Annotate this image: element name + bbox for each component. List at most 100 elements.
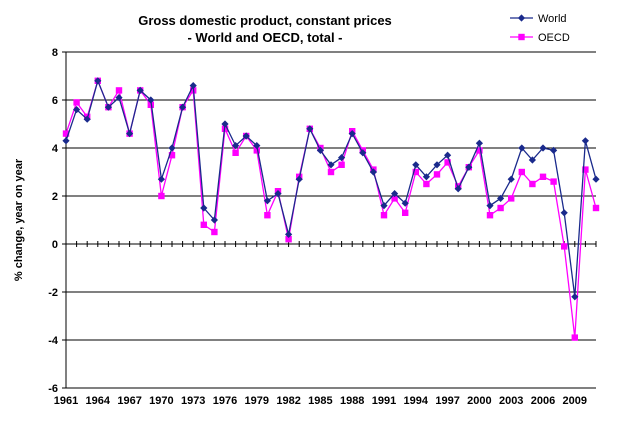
legend-entry-world: World (510, 13, 567, 25)
data-point-world (422, 173, 430, 181)
series-group (62, 77, 600, 341)
data-point-world (62, 137, 70, 145)
data-point-oecd (571, 334, 578, 341)
data-point-oecd (158, 192, 165, 200)
data-point-oecd (327, 168, 335, 176)
x-tick-label: 1961 (54, 395, 78, 407)
data-point-world (348, 130, 356, 138)
data-point-oecd (486, 212, 494, 219)
y-tick-label: 2 (52, 191, 58, 203)
legend-swatch-marker-oecd (518, 33, 525, 41)
data-point-world (518, 144, 526, 152)
legend: World OECD (510, 13, 570, 44)
data-point-world (179, 103, 187, 111)
x-tick-label: 2003 (499, 395, 523, 407)
data-point-world (306, 125, 314, 133)
x-tick-label: 1988 (340, 395, 364, 407)
data-point-world (475, 139, 483, 147)
x-tick-label: 1997 (435, 395, 459, 407)
data-point-oecd (211, 228, 218, 236)
data-point-world (285, 230, 293, 238)
data-point-world (126, 130, 134, 138)
data-point-world (571, 293, 579, 301)
data-point-world (528, 156, 536, 164)
y-tick-label: 8 (52, 47, 58, 59)
data-point-world (200, 204, 208, 212)
y-tick-label: -4 (48, 335, 59, 347)
data-point-oecd (62, 130, 70, 137)
data-point-oecd (380, 212, 388, 219)
data-point-oecd (592, 204, 600, 212)
data-point-oecd (285, 236, 292, 243)
chart-subtitle: - World and OECD, total - (187, 30, 342, 45)
axes (62, 51, 597, 389)
x-tick-label: 1976 (213, 395, 237, 407)
data-point-world (486, 202, 494, 210)
chart-title: Gross domestic product, constant prices (138, 13, 392, 28)
data-point-world (454, 185, 462, 193)
data-point-world (210, 216, 218, 224)
data-point-world (316, 146, 324, 154)
data-point-oecd (539, 173, 547, 180)
data-point-world (380, 202, 388, 210)
data-point-oecd (264, 212, 271, 219)
data-point-oecd (518, 168, 525, 176)
data-point-world (274, 190, 282, 198)
data-point-oecd (115, 87, 123, 94)
data-point-world (465, 163, 473, 171)
data-point-world (136, 86, 144, 94)
data-point-world (391, 190, 399, 198)
data-point-world (157, 175, 165, 183)
data-point-world (168, 144, 176, 152)
data-point-world (359, 149, 367, 157)
x-tick-label: 1973 (181, 395, 205, 407)
y-tick-label: -6 (48, 383, 58, 395)
y-tick-label: 4 (52, 143, 59, 155)
data-point-oecd (402, 209, 409, 216)
data-point-world (507, 175, 515, 183)
data-point-oecd (200, 221, 207, 228)
data-point-oecd (529, 180, 536, 188)
data-point-oecd (476, 147, 483, 154)
x-tick-label: 1964 (86, 395, 111, 407)
x-tick-label: 1994 (404, 395, 429, 407)
y-tick-label: -2 (48, 287, 58, 299)
data-point-world (401, 199, 409, 207)
data-point-world (115, 94, 123, 102)
series-oecd (62, 77, 600, 341)
data-point-oecd (550, 178, 557, 185)
legend-label-world: World (538, 13, 567, 25)
data-point-world (232, 142, 240, 150)
data-point-oecd (423, 180, 430, 188)
series-line-world (65, 78, 597, 297)
data-point-oecd (412, 168, 419, 176)
data-point-world (338, 154, 346, 162)
x-tick-label: 1982 (276, 395, 300, 407)
data-point-oecd (497, 204, 504, 212)
data-point-world (94, 77, 102, 85)
data-point-oecd (582, 166, 589, 173)
data-point-oecd (391, 195, 398, 202)
data-point-oecd (433, 171, 441, 178)
data-point-oecd (232, 149, 239, 156)
data-point-world (592, 175, 600, 183)
y-tick-label: 6 (52, 95, 58, 107)
data-point-world (560, 209, 568, 217)
data-point-world (369, 168, 377, 176)
data-point-world (581, 137, 589, 145)
x-tick-label: 2006 (531, 395, 555, 407)
x-tick-label: 1967 (117, 395, 141, 407)
data-point-world (433, 161, 441, 169)
data-point-oecd (338, 161, 345, 168)
y-tick-labels: 8 6 4 2 0 -2 -4 -6 (48, 47, 59, 395)
legend-entry-oecd: OECD (510, 32, 570, 44)
data-point-oecd (73, 99, 80, 106)
data-point-oecd (508, 195, 515, 202)
y-tick-label: 0 (52, 239, 58, 251)
x-tick-label: 1985 (308, 395, 332, 407)
series-world (62, 77, 600, 301)
data-point-world (550, 146, 558, 154)
x-tick-label: 2009 (563, 395, 587, 407)
data-point-world (73, 106, 81, 114)
gridlines (66, 51, 596, 389)
